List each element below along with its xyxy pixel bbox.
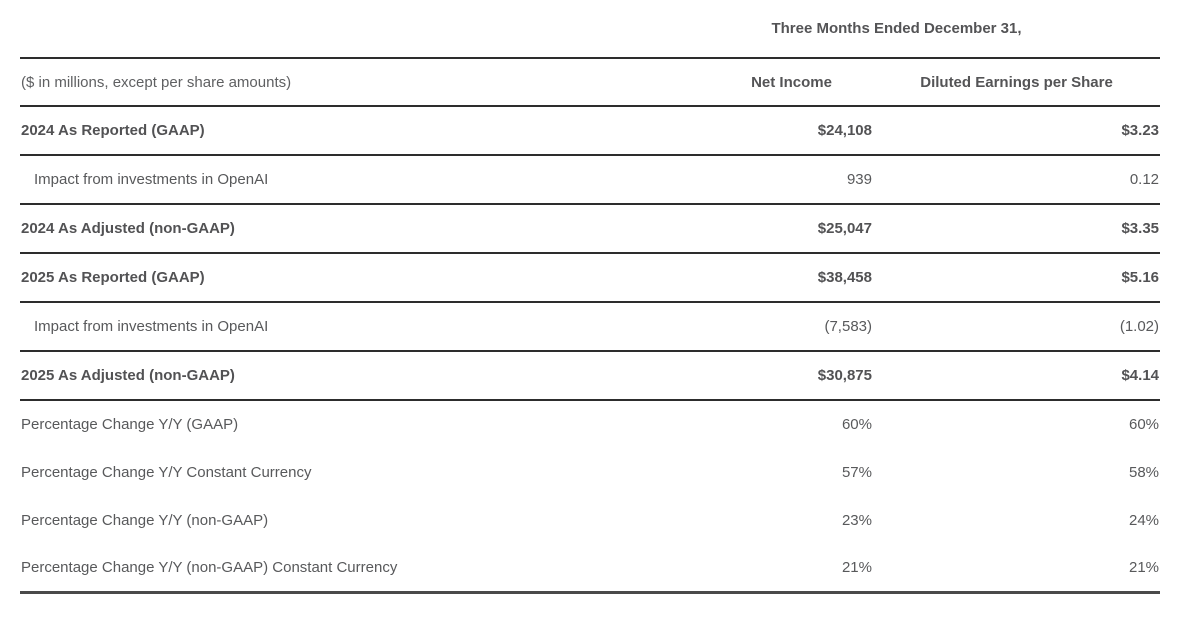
- table-row: Percentage Change Y/Y (GAAP) 60% 60%: [20, 400, 1160, 448]
- eps-value: $3.35: [873, 204, 1161, 254]
- eps-value: 0.12: [873, 155, 1161, 205]
- row-label: Percentage Change Y/Y Constant Currency: [21, 463, 312, 481]
- row-label: Percentage Change Y/Y (non-GAAP) Constan…: [21, 558, 398, 576]
- column-header-diluted-eps: Diluted Earnings per Share: [873, 58, 1161, 107]
- financial-table: Three Months Ended December 31, ($ in mi…: [20, 0, 1161, 594]
- table-title-row: Three Months Ended December 31,: [20, 0, 1161, 59]
- table-row: 2025 As Adjusted (non-GAAP) $30,875 $4.14: [20, 351, 1161, 401]
- table-row: 2025 As Reported (GAAP) $38,458 $5.16: [20, 253, 1161, 303]
- eps-value: $5.16: [873, 253, 1161, 303]
- net-income-value: 57%: [841, 463, 872, 481]
- eps-value: 60%: [1128, 416, 1160, 433]
- row-label: 2024 As Adjusted (non-GAAP): [20, 204, 710, 254]
- row-label: 2025 As Adjusted (non-GAAP): [20, 351, 710, 401]
- table-row: Impact from investments in OpenAI 939 0.12: [20, 155, 1161, 205]
- table-row: 2024 As Adjusted (non-GAAP) $25,047 $3.35: [20, 204, 1161, 254]
- net-income-value: 23%: [841, 511, 872, 529]
- row-label: 2025 As Reported (GAAP): [20, 253, 710, 303]
- row-label: 2024 As Reported (GAAP): [20, 106, 710, 156]
- table-row: 2024 As Reported (GAAP) $24,108 $3.23: [20, 106, 1161, 156]
- table-head: Three Months Ended December 31, ($ in mi…: [20, 0, 1161, 107]
- net-income-value: (7,583): [710, 302, 873, 352]
- net-income-value: $30,875: [710, 351, 873, 401]
- title-spacer: [20, 0, 710, 59]
- financial-table-container: Three Months Ended December 31, ($ in mi…: [20, 0, 1161, 594]
- eps-value: (1.02): [873, 302, 1161, 352]
- table-row: Percentage Change Y/Y (non-GAAP) Constan…: [20, 544, 1160, 592]
- table-row: Percentage Change Y/Y Constant Currency 5…: [20, 448, 1160, 496]
- table-title: Three Months Ended December 31,: [710, 0, 1161, 59]
- table-body: 2024 As Reported (GAAP) $24,108 $3.23 Impac…: [20, 106, 1161, 592]
- row-label: Impact from investments in OpenAI: [20, 302, 710, 352]
- row-label: Impact from investments in OpenAI: [20, 155, 710, 205]
- table-caption: ($ in millions, except per share amounts…: [20, 58, 710, 107]
- eps-value: $3.23: [873, 106, 1161, 156]
- column-header-net-income: Net Income: [710, 58, 873, 107]
- table-row: Impact from investments in OpenAI (7,583)…: [20, 302, 1161, 352]
- net-income-value: $24,108: [710, 106, 873, 156]
- eps-value: 24%: [1128, 511, 1160, 529]
- eps-value: $4.14: [873, 351, 1161, 401]
- net-income-value: 939: [710, 155, 873, 205]
- net-income-value: $38,458: [710, 253, 873, 303]
- row-label: Percentage Change Y/Y (GAAP): [21, 416, 239, 433]
- eps-value: 21%: [1128, 558, 1160, 576]
- net-income-value: 60%: [841, 416, 872, 433]
- net-income-value: $25,047: [710, 204, 873, 254]
- net-income-value: 21%: [841, 558, 872, 576]
- table-header-row: ($ in millions, except per share amounts…: [20, 58, 1161, 107]
- row-label: Percentage Change Y/Y (non-GAAP): [21, 511, 269, 529]
- table-row: Percentage Change Y/Y (non-GAAP) 23% 24%: [20, 496, 1160, 544]
- eps-value: 58%: [1128, 463, 1160, 481]
